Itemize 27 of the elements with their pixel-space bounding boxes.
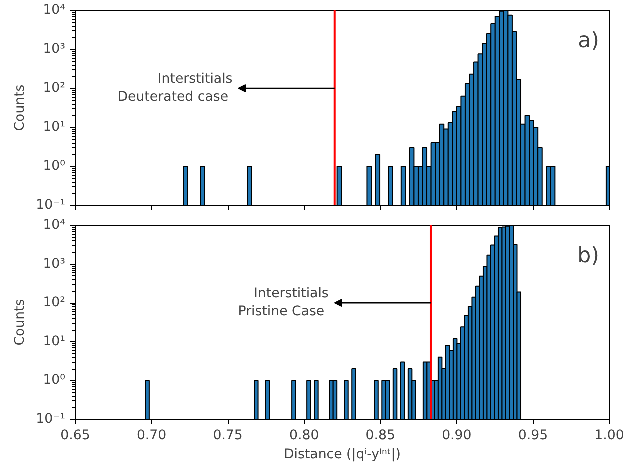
y-tick-label: 10⁴ [43,3,66,18]
x-tick-label: 0.95 [518,428,548,444]
y-tick-label: 10¹ [43,120,66,135]
y-tick-label: 10³ [43,256,66,272]
y-tick-label: 10³ [43,42,66,57]
y-tick-label: 10⁴ [43,218,66,233]
y-tick-label: 10⁰ [43,159,66,174]
annotation: a) [578,28,600,54]
y-tick-label: 10⁻¹ [36,198,66,213]
y-tick-label: 10² [43,296,66,311]
x-tick-label: 0.65 [60,428,90,444]
x-tick-label: 0.90 [442,428,472,444]
x-axis-title: Distance (|qⁱ-yᴵⁿᵗ|) [284,448,401,462]
ref-line-label: Interstitials Deuterated case [118,72,233,105]
x-tick-label: 0.75 [213,428,243,444]
x-tick-label: 0.85 [366,428,396,444]
y-axis-title: Counts [13,299,28,346]
x-tick-label: 0.80 [290,428,320,444]
ref-line-label: Interstitials Pristine Case [238,286,329,320]
y-axis-title: Counts [13,84,28,132]
y-tick-label: 10⁰ [43,373,66,388]
y-tick-label: 10¹ [43,334,66,350]
y-tick-label: 10⁻¹ [36,412,66,427]
annotation: b) [578,244,600,268]
x-tick-label: 1.00 [594,428,624,444]
x-tick-label: 0.70 [136,428,167,444]
y-tick-label: 10² [43,81,66,96]
